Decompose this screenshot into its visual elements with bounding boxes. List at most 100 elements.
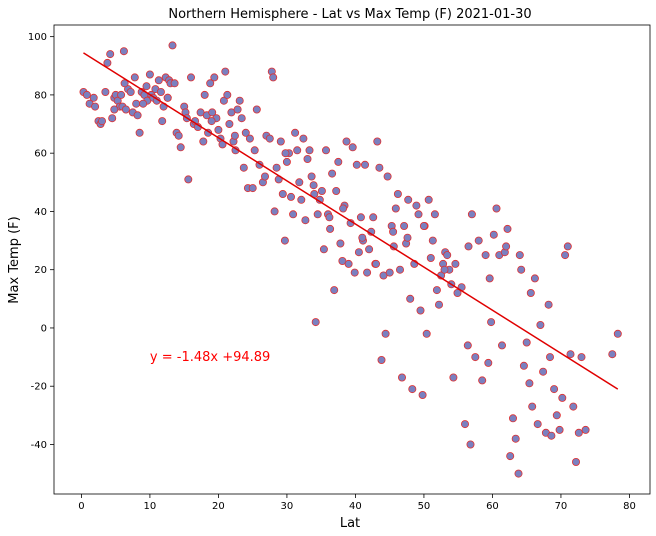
data-point	[566, 350, 575, 359]
data-point	[412, 201, 421, 210]
data-point	[485, 274, 494, 283]
data-point	[466, 440, 475, 449]
data-point	[121, 105, 130, 114]
data-point	[325, 213, 334, 222]
data-point	[342, 137, 351, 146]
data-point	[385, 268, 394, 277]
data-point	[328, 169, 337, 178]
data-point	[484, 358, 493, 367]
data-point	[307, 172, 316, 181]
data-point	[291, 128, 300, 137]
data-point	[369, 213, 378, 222]
data-point	[110, 105, 119, 114]
data-point	[276, 137, 285, 146]
data-point	[348, 143, 357, 152]
data-point	[391, 204, 400, 213]
data-point	[416, 306, 425, 315]
data-point	[299, 134, 308, 143]
data-point	[130, 73, 139, 82]
data-point	[350, 268, 359, 277]
data-point	[581, 425, 590, 434]
data-point	[460, 420, 469, 429]
data-point	[393, 189, 402, 198]
data-point	[214, 125, 223, 134]
data-point	[239, 163, 248, 172]
data-point	[561, 251, 570, 260]
data-point	[321, 146, 330, 155]
data-point	[503, 224, 512, 233]
data-point	[352, 160, 361, 169]
data-point	[225, 120, 234, 129]
data-point	[135, 128, 144, 137]
x-tick-label: 70	[555, 501, 568, 512]
data-point	[270, 207, 279, 216]
data-point	[508, 414, 517, 423]
data-point	[252, 105, 261, 114]
data-point	[334, 157, 343, 166]
data-point	[101, 88, 110, 97]
data-point	[464, 242, 473, 251]
plot-area	[79, 41, 622, 478]
data-point	[389, 227, 398, 236]
data-point	[311, 318, 320, 327]
data-point	[233, 105, 242, 114]
data-point	[481, 251, 490, 260]
data-point	[522, 338, 531, 347]
data-point	[449, 373, 458, 382]
data-point	[117, 90, 126, 99]
data-point	[497, 341, 506, 350]
data-point	[428, 236, 437, 245]
data-point	[289, 210, 298, 219]
data-point	[223, 90, 232, 99]
data-point	[210, 73, 219, 82]
data-point	[330, 286, 339, 295]
data-point	[235, 96, 244, 105]
data-point	[156, 88, 165, 97]
data-point	[184, 175, 193, 184]
data-point	[419, 221, 428, 230]
data-point	[168, 41, 177, 50]
data-point	[422, 329, 431, 338]
data-point	[574, 428, 583, 437]
data-point	[200, 90, 209, 99]
data-point	[82, 90, 91, 99]
data-point	[414, 210, 423, 219]
data-point	[89, 93, 98, 102]
data-point	[332, 186, 341, 195]
data-point	[492, 204, 501, 213]
data-point	[373, 137, 382, 146]
data-point	[432, 286, 441, 295]
data-point	[295, 178, 304, 187]
data-point	[319, 245, 328, 254]
data-point	[533, 420, 542, 429]
data-point	[91, 102, 100, 111]
data-point	[371, 259, 380, 268]
data-point	[170, 79, 179, 88]
data-point	[272, 163, 281, 172]
data-point	[356, 213, 365, 222]
data-point	[471, 353, 480, 362]
data-point	[489, 230, 498, 239]
data-point	[528, 402, 537, 411]
data-point	[375, 163, 384, 172]
data-point	[245, 134, 254, 143]
data-point	[132, 99, 141, 108]
data-point	[453, 288, 462, 297]
data-point	[282, 157, 291, 166]
data-point	[303, 154, 312, 163]
data-point	[120, 79, 129, 88]
regression-equation: y = -1.48x +94.89	[150, 350, 270, 365]
data-point	[297, 195, 306, 204]
data-point	[221, 67, 230, 76]
x-tick-label: 60	[486, 501, 499, 512]
x-tick-label: 10	[144, 501, 157, 512]
data-point	[555, 425, 564, 434]
data-point	[206, 79, 215, 88]
data-point	[463, 341, 472, 350]
data-point	[443, 251, 452, 260]
data-point	[577, 353, 586, 362]
data-point	[517, 265, 526, 274]
data-point	[434, 300, 443, 309]
data-point	[406, 294, 415, 303]
